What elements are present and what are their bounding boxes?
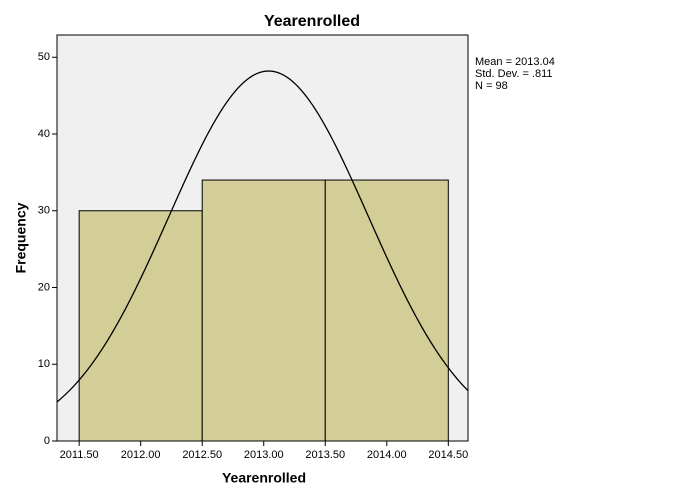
x-tick-label: 2012.00 [121,449,161,461]
x-tick-label: 2013.00 [244,449,284,461]
stat-std-dev: Std. Dev. = .811 [475,68,553,80]
y-tick-label: 20 [38,281,50,293]
x-tick-label: 2013.50 [305,449,345,461]
x-tick-label: 2011.50 [60,449,99,461]
x-axis-label: Yearenrolled [222,470,306,486]
normal-curve [56,70,469,403]
x-tick-label: 2012.50 [182,449,222,461]
bar [201,179,326,442]
y-tick-label: 40 [38,128,50,140]
x-tick-label: 2014.00 [367,449,407,461]
chart-title: Yearenrolled [264,13,360,30]
y-tick-label: 10 [38,358,50,370]
bar [78,210,203,442]
bar [324,179,449,442]
y-tick-label: 30 [38,205,50,217]
x-tick-label: 2014.50 [428,449,468,461]
stat-n: N = 98 [475,80,508,92]
stat-mean: Mean = 2013.04 [475,56,555,68]
y-tick-label: 0 [44,435,50,447]
y-tick-label: 50 [38,51,50,63]
y-axis-label: Frequency [13,202,29,273]
